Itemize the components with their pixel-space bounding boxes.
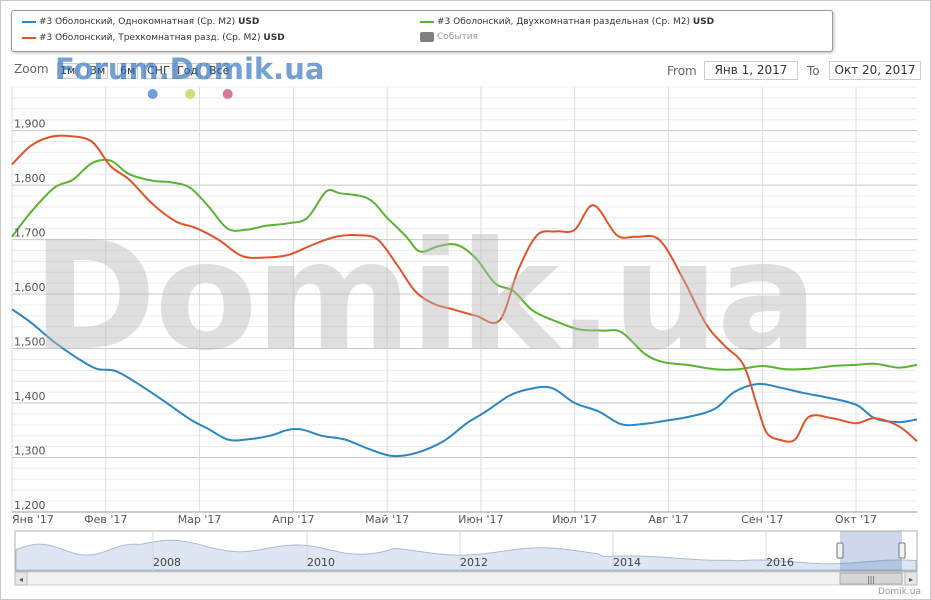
- x-tick-label: Июл '17: [552, 513, 597, 526]
- legend-unit-one-room: USD: [238, 17, 260, 27]
- zoom-button-ytd[interactable]: СНГ: [144, 63, 173, 79]
- legend-label-three-room: #3 Оболонский, Трехкомнатная разд. (Ср. …: [39, 33, 261, 43]
- legend-swatch-two-room: [420, 21, 434, 23]
- series-line-two-room[interactable]: [11, 158, 918, 371]
- event-markers: [147, 89, 233, 99]
- legend-item-two-room[interactable]: #3 Оболонский, Двухкомнатная раздельная …: [420, 17, 714, 27]
- legend-item-events[interactable]: События: [420, 32, 478, 42]
- from-label: From: [667, 64, 697, 78]
- y-tick-label: 1,400: [14, 390, 46, 403]
- scrollbar-right-button[interactable]: [904, 571, 918, 586]
- y-tick-label: 1,200: [14, 499, 46, 512]
- scrollbar-left-arrow-icon: ◂: [19, 575, 23, 584]
- legend-swatch-events: [420, 32, 434, 42]
- navigator-year-label: 2008: [153, 556, 181, 569]
- legend-label-two-room: #3 Оболонский, Двухкомнатная раздельная …: [437, 17, 690, 27]
- x-tick-label: Фев '17: [84, 513, 127, 526]
- navigator-selected-range[interactable]: [840, 531, 902, 571]
- zoom-button-1m[interactable]: 1м: [57, 63, 79, 79]
- x-tick-label: Сен '17: [741, 513, 783, 526]
- zoom-button-6m[interactable]: 6м: [117, 63, 139, 79]
- scrollbar-right-arrow-icon: ▸: [909, 575, 913, 584]
- legend-unit-three-room: USD: [263, 33, 285, 43]
- zoom-button-year[interactable]: Год: [174, 63, 202, 79]
- x-tick-label: Апр '17: [272, 513, 314, 526]
- legend-item-one-room[interactable]: #3 Оболонский, Однокомнатная (Ср. М2) US…: [22, 17, 259, 27]
- scrollbar-grip-icon: |||: [867, 575, 875, 584]
- navigator-year-label: 2014: [613, 556, 641, 569]
- zoom-button-all[interactable]: Все: [206, 63, 233, 79]
- scrollbar-thumb[interactable]: [839, 572, 903, 585]
- navigator-left-handle[interactable]: [836, 542, 844, 559]
- series-line-three-room[interactable]: [11, 134, 918, 443]
- x-tick-label: Июн '17: [458, 513, 503, 526]
- to-label: To: [807, 64, 820, 78]
- grid: [11, 86, 917, 513]
- navigator-year-label: 2012: [460, 556, 488, 569]
- series-line-one-room[interactable]: [11, 308, 918, 458]
- y-tick-label: 1,700: [14, 227, 46, 240]
- y-tick-label: 1,800: [14, 172, 46, 185]
- scrollbar-left-button[interactable]: [14, 571, 28, 586]
- navigator-year-label: 2016: [766, 556, 794, 569]
- scrollbar[interactable]: ||| ◂ ▸: [14, 571, 918, 586]
- legend-unit-two-room: USD: [692, 17, 715, 27]
- legend-swatch-one-room: [22, 21, 36, 23]
- y-tick-label: 1,600: [14, 281, 46, 294]
- event-marker[interactable]: [222, 89, 233, 99]
- credit-link[interactable]: Domik.ua: [878, 587, 921, 597]
- navigator-year-label: 2010: [307, 556, 335, 569]
- navigator-year-labels: 2008 2010 2012 2014 2016: [152, 531, 794, 571]
- navigator[interactable]: 2008 2010 2012 2014 2016: [14, 530, 918, 572]
- event-marker[interactable]: [185, 89, 196, 99]
- from-date-input[interactable]: Янв 1, 2017: [704, 61, 798, 80]
- event-marker[interactable]: [147, 89, 158, 99]
- scrollbar-track[interactable]: [14, 571, 918, 586]
- x-axis-labels: Янв '17 Фев '17 Мар '17 Апр '17 Май '17 Июн '…: [12, 513, 877, 526]
- x-tick-label: Мар '17: [178, 513, 222, 526]
- to-date-input[interactable]: Окт 20, 2017: [829, 61, 921, 80]
- x-tick-label: Авг '17: [648, 513, 688, 526]
- legend-label-one-room: #3 Оболонский, Однокомнатная (Ср. М2): [39, 17, 236, 27]
- y-tick-label: 1,900: [14, 118, 46, 131]
- x-tick-label: Май '17: [365, 513, 409, 526]
- x-tick-label: Янв '17: [12, 513, 54, 526]
- series-layer: [11, 134, 918, 458]
- zoom-button-3m[interactable]: 3м: [87, 63, 109, 79]
- legend-swatch-three-room: [22, 37, 36, 39]
- legend: #3 Оболонский, Однокомнатная (Ср. М2) US…: [11, 10, 833, 52]
- zoom-label: Zoom: [14, 62, 49, 76]
- x-tick-label: Окт '17: [835, 513, 877, 526]
- navigator-right-handle[interactable]: [898, 542, 906, 559]
- y-axis-labels: 1,200 1,300 1,400 1,500 1,600 1,700 1,800 1,900: [14, 118, 46, 512]
- y-tick-label: 1,300: [14, 445, 46, 458]
- legend-label-events: События: [437, 32, 478, 42]
- y-tick-label: 1,500: [14, 336, 46, 349]
- navigator-series-area: [15, 539, 917, 571]
- legend-item-three-room[interactable]: #3 Оболонский, Трехкомнатная разд. (Ср. …: [22, 33, 285, 43]
